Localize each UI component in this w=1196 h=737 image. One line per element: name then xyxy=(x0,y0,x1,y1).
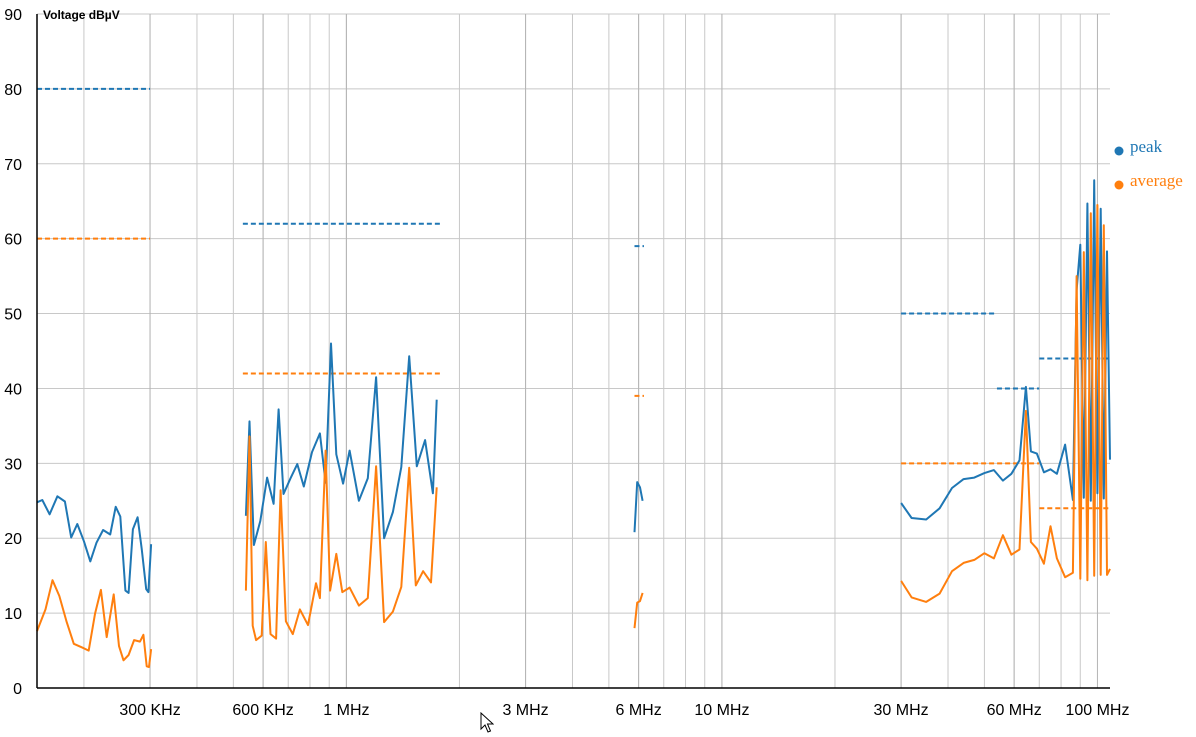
legend-label-peak: peak xyxy=(1130,137,1163,156)
limit-lines xyxy=(37,87,1110,510)
y-tick-label: 20 xyxy=(4,531,22,548)
x-tick-label: 3 MHz xyxy=(502,702,548,719)
mouse-cursor-icon xyxy=(480,712,494,733)
series-line-average xyxy=(36,579,153,668)
series-line-average xyxy=(244,435,438,642)
y-tick-label: 70 xyxy=(4,157,22,174)
y-tick-label: 50 xyxy=(4,307,22,324)
series-line-peak xyxy=(36,495,153,594)
series-line-peak xyxy=(633,481,644,533)
y-tick-label: 10 xyxy=(4,606,22,623)
x-tick-label: 100 MHz xyxy=(1065,702,1129,719)
y-tick-label: 80 xyxy=(4,82,22,99)
y-tick-label: 30 xyxy=(4,456,22,473)
series-line-peak xyxy=(900,179,1111,521)
y-tick-labels: 0 10 20 30 40 50 60 70 80 90 xyxy=(4,7,22,698)
x-tick-labels: 300 KHz 600 KHz 1 MHz 3 MHz 6 MHz 10 MHz 30 MH… xyxy=(119,702,1129,719)
y-tick-label: 60 xyxy=(4,232,22,249)
legend-marker-peak xyxy=(1114,146,1124,156)
x-tick-label: 6 MHz xyxy=(615,702,661,719)
x-tick-label: 600 KHz xyxy=(232,702,293,719)
y-axis-label: Voltage dBµV xyxy=(43,8,120,22)
axes xyxy=(36,14,1110,689)
x-tick-label: 60 MHz xyxy=(987,702,1042,719)
legend-marker-average xyxy=(1114,180,1124,190)
x-tick-label: 30 MHz xyxy=(874,702,929,719)
legend: peak average xyxy=(1114,137,1183,190)
y-tick-label: 40 xyxy=(4,381,22,398)
x-tick-label: 10 MHz xyxy=(694,702,749,719)
grid-lines xyxy=(37,13,1110,689)
series-lines xyxy=(36,179,1111,668)
x-tick-label: 1 MHz xyxy=(323,702,369,719)
y-tick-label: 90 xyxy=(4,7,22,24)
legend-label-average: average xyxy=(1130,171,1183,190)
series-line-average xyxy=(633,592,644,629)
x-tick-label: 300 KHz xyxy=(119,702,180,719)
series-line-average xyxy=(900,204,1111,603)
series-line-peak xyxy=(244,342,438,546)
y-tick-label: 0 xyxy=(13,681,22,698)
